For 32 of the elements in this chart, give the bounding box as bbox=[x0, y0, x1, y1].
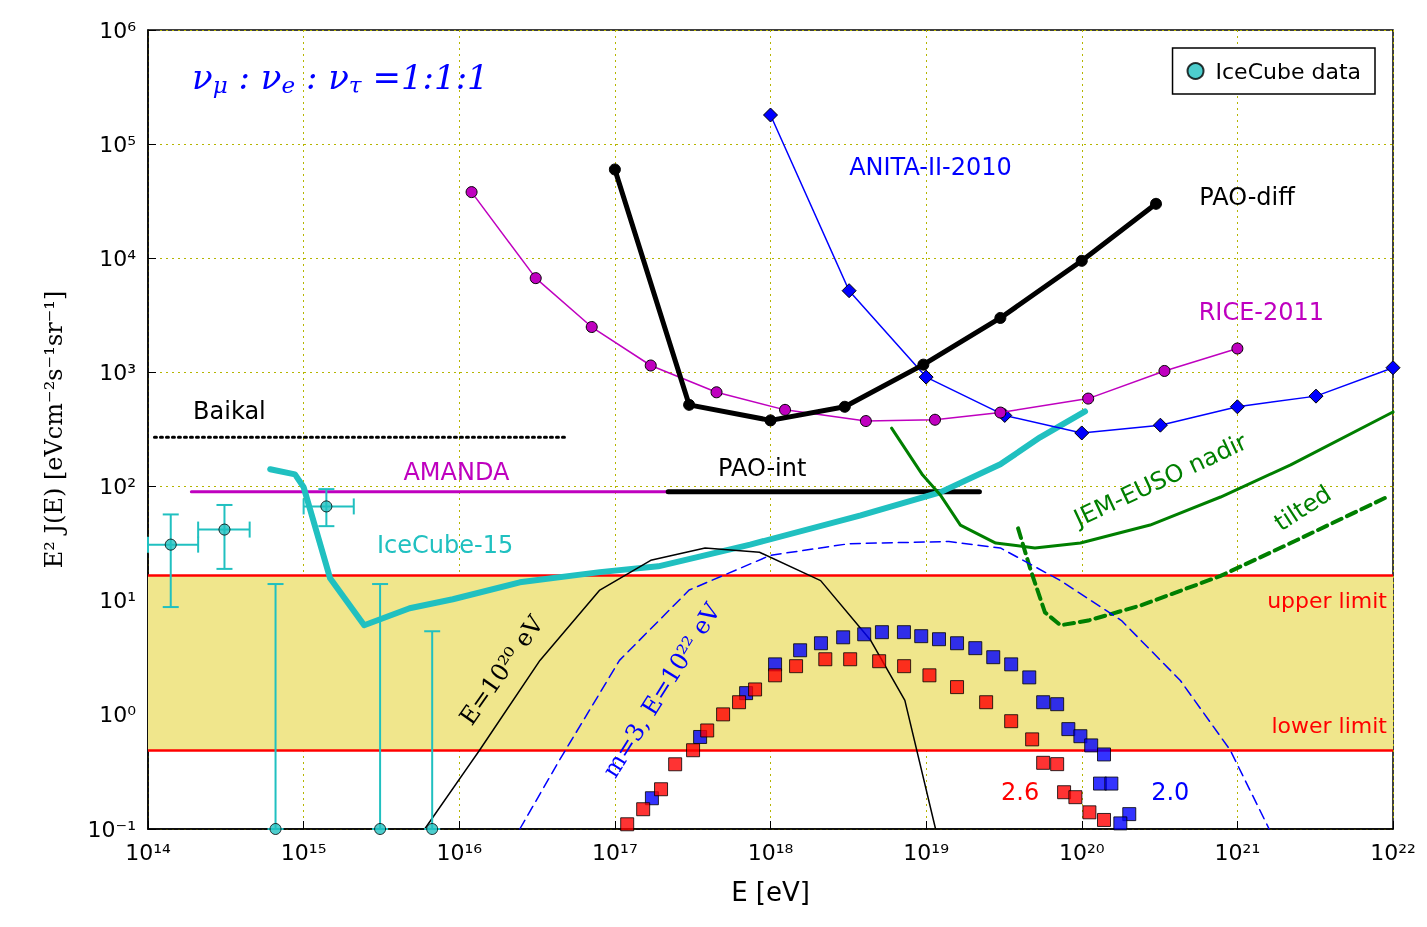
y-tick-label: 10⁰ bbox=[99, 702, 137, 728]
series-label: Baikal bbox=[193, 397, 266, 426]
y-tick-label: 10⁻¹ bbox=[87, 816, 136, 842]
series-label: 2.6 bbox=[1001, 777, 1040, 806]
x-tick-label: 10¹⁴ bbox=[125, 839, 171, 865]
series-label: IceCube-15 bbox=[377, 531, 514, 560]
x-tick-label: 10¹⁸ bbox=[747, 839, 794, 865]
y-tick-label: 10² bbox=[99, 474, 136, 500]
series-label: PAO-int bbox=[717, 453, 807, 482]
series-label: RICE-2011 bbox=[1198, 297, 1325, 326]
y-tick-label: 10³ bbox=[99, 359, 136, 385]
x-tick-label: 10²⁰ bbox=[1058, 839, 1105, 865]
x-tick-label: 10²¹ bbox=[1214, 839, 1261, 865]
legend-label: IceCube data bbox=[1215, 58, 1362, 84]
y-axis-title: E² J(E) [eVcm⁻²s⁻¹sr⁻¹] bbox=[40, 290, 68, 569]
x-tick-label: 10¹⁵ bbox=[280, 839, 327, 865]
x-axis-title: E [eV] bbox=[731, 877, 810, 907]
x-tick-label: 10¹⁷ bbox=[592, 839, 638, 865]
series-label: 2.0 bbox=[1151, 778, 1190, 807]
x-tick-label: 10¹⁶ bbox=[436, 839, 483, 865]
y-tick-label: 10⁵ bbox=[99, 131, 136, 157]
series-label: AMANDA bbox=[403, 457, 510, 486]
ref-line-label: upper limit bbox=[1267, 587, 1388, 613]
series-label: PAO-diff bbox=[1199, 182, 1296, 211]
y-tick-label: 10⁶ bbox=[99, 17, 137, 43]
y-tick-label: 10¹ bbox=[99, 588, 136, 614]
series-label: ANITA-II-2010 bbox=[849, 153, 1012, 182]
y-tick-label: 10⁴ bbox=[99, 245, 137, 271]
ref-line-label: lower limit bbox=[1271, 712, 1388, 738]
annotation: νμ : νe : ντ =1:1:1 bbox=[192, 57, 489, 98]
x-tick-label: 10²² bbox=[1370, 839, 1416, 865]
x-tick-label: 10¹⁹ bbox=[903, 839, 949, 865]
